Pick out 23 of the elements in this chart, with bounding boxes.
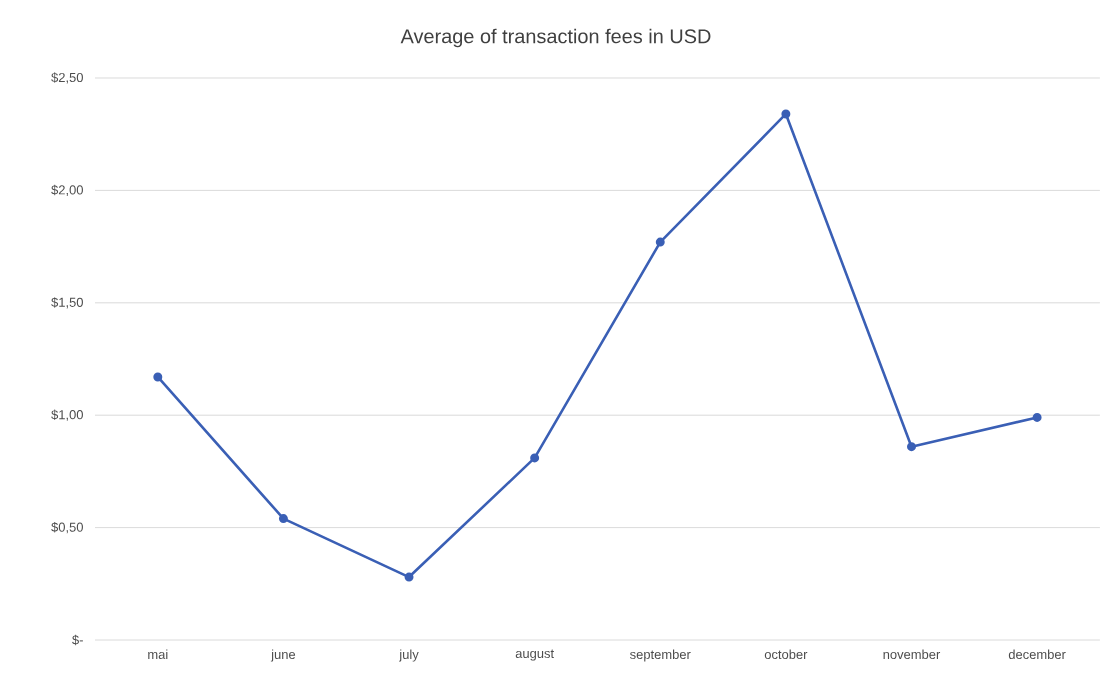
y-tick-label: $- <box>72 634 83 646</box>
y-tick-label: $1,50 <box>51 297 83 309</box>
x-tick-label: july <box>399 649 419 662</box>
x-tick-label: august <box>515 649 554 661</box>
point <box>530 453 540 463</box>
point <box>1032 412 1042 422</box>
point <box>781 109 791 119</box>
x-tick-label: september <box>630 649 691 662</box>
point <box>655 237 665 247</box>
x-tick-label: june <box>270 649 296 662</box>
y-tick-label: $2,00 <box>51 184 83 197</box>
x-tick-label: november <box>883 649 941 660</box>
y-tick-label: $1,00 <box>51 409 83 421</box>
point <box>907 442 916 452</box>
x-tick-label: mai <box>148 649 168 660</box>
chart-title: Average of transaction fees in USD <box>400 28 711 48</box>
point <box>153 372 163 382</box>
point <box>404 572 414 582</box>
point <box>278 514 288 524</box>
y-tick-label: $0,50 <box>51 521 83 534</box>
x-tick-label: october <box>764 649 808 660</box>
x-tick-label: december <box>1008 649 1066 660</box>
y-tick-label: $2,50 <box>51 72 83 84</box>
